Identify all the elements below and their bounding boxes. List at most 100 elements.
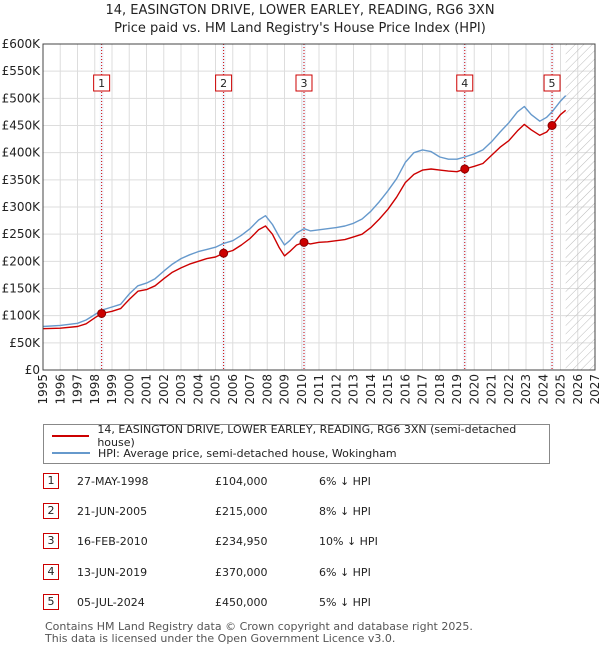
sale-label-box (93, 74, 111, 92)
series-lines (42, 95, 567, 330)
series-line-property (42, 109, 567, 330)
sale-marker (460, 164, 470, 174)
legend-swatch-property (52, 435, 90, 437)
sale-hpi-diff: 10% ↓ HPI (319, 535, 378, 548)
table-row: 2 21-JUN-2005 £215,000 8% ↓ HPI (43, 503, 563, 521)
sale-price: £104,000 (215, 475, 268, 488)
sale-label-number: 2 (220, 77, 227, 90)
sale-number-badge: 2 (43, 503, 59, 519)
x-tick-label: 2025 (554, 374, 568, 405)
y-tick-label: £0 (25, 363, 40, 377)
legend-label-property: 14, EASINGTON DRIVE, LOWER EARLEY, READI… (97, 423, 517, 449)
x-tick-label: 2009 (278, 374, 292, 405)
sale-marker (97, 308, 107, 318)
x-tick-label: 2012 (329, 374, 343, 405)
chart-title-line2: Price paid vs. HM Land Registry's House … (114, 21, 486, 36)
x-tick-label: 1997 (71, 374, 85, 405)
sale-number-badge: 3 (43, 533, 59, 549)
x-tick-label: 1998 (88, 374, 102, 405)
x-tick-label: 2002 (157, 374, 171, 405)
footer-license: This data is licensed under the Open Gov… (45, 632, 396, 645)
x-tick-label: 2001 (140, 374, 154, 405)
x-tick-label: 2015 (381, 374, 395, 405)
sale-label-number: 5 (549, 77, 556, 90)
sale-price: £215,000 (215, 505, 268, 518)
sale-price: £234,950 (215, 535, 268, 548)
y-tick-label: £500K (2, 91, 42, 105)
sale-date: 05-JUL-2024 (77, 596, 145, 609)
sale-number-badge: 4 (43, 564, 59, 580)
sale-price: £370,000 (215, 566, 268, 579)
table-row: 5 05-JUL-2024 £450,000 5% ↓ HPI (43, 594, 563, 612)
y-tick-label: £200K (2, 254, 42, 268)
sale-label-number: 1 (98, 77, 105, 90)
sale-hpi-diff: 6% ↓ HPI (319, 566, 371, 579)
legend-item-property: 14, EASINGTON DRIVE, LOWER EARLEY, READI… (52, 423, 549, 449)
x-tick-label: 2007 (243, 374, 257, 405)
x-tick-label: 2014 (364, 374, 378, 405)
x-tick-label: 1995 (36, 374, 50, 405)
sale-date: 16-FEB-2010 (77, 535, 148, 548)
sale-label-number: 4 (461, 77, 468, 90)
y-tick-label: £100K (2, 309, 42, 323)
legend-item-hpi: HPI: Average price, semi-detached house,… (52, 445, 397, 461)
sale-label-box (295, 74, 313, 92)
table-row: 1 27-MAY-1998 £104,000 6% ↓ HPI (43, 473, 563, 491)
footer-copyright: Contains HM Land Registry data © Crown c… (45, 620, 473, 633)
sale-date: 27-MAY-1998 (77, 475, 149, 488)
sale-marker (219, 248, 229, 258)
x-tick-label: 1999 (105, 374, 119, 405)
sale-date: 21-JUN-2005 (77, 505, 148, 518)
y-tick-label: £450K (2, 119, 42, 133)
grid (42, 43, 596, 371)
series-line-hpi (42, 95, 567, 328)
x-tick-label: 2016 (398, 374, 412, 405)
y-tick-label: £50K (9, 336, 41, 350)
table-row: 3 16-FEB-2010 £234,950 10% ↓ HPI (43, 533, 563, 551)
x-tick-label: 2018 (433, 374, 447, 405)
y-tick-label: £600K (2, 37, 42, 51)
y-tick-label: £250K (2, 227, 42, 241)
sale-label-box (543, 74, 561, 92)
sale-label-box (456, 74, 474, 92)
sale-hpi-diff: 8% ↓ HPI (319, 505, 371, 518)
axes: £0 £50K £100K £150K £200K £250K £300K £350K £400… (2, 37, 600, 405)
sale-marker (547, 121, 557, 130)
price-chart: 1 2 3 4 5 £0 £50K £100K £150K £200K £250K £300K £35… (2, 37, 600, 405)
sale-date: 13-JUN-2019 (77, 566, 148, 579)
y-tick-label: £350K (2, 173, 42, 187)
sale-hpi-diff: 5% ↓ HPI (319, 596, 371, 609)
future-hatch-region (565, 44, 595, 370)
chart-title-line1: 14, EASINGTON DRIVE, LOWER EARLEY, READI… (105, 3, 495, 18)
x-tick-label: 2011 (312, 374, 326, 405)
y-tick-label: £400K (2, 146, 42, 160)
x-tick-label: 2008 (260, 374, 274, 405)
sale-label-number: 3 (300, 77, 307, 90)
x-tick-label: 2004 (191, 374, 205, 405)
x-tick-label: 2003 (174, 374, 188, 405)
x-tick-label: 2022 (502, 374, 516, 405)
legend: 14, EASINGTON DRIVE, LOWER EARLEY, READI… (43, 423, 550, 464)
x-tick-label: 2021 (485, 374, 499, 405)
sale-number-badge: 5 (43, 594, 59, 610)
sale-label-box (215, 74, 233, 92)
sale-marker (299, 237, 309, 247)
sale-price: £450,000 (215, 596, 268, 609)
x-tick-label: 2000 (122, 374, 136, 405)
sale-number-badge: 1 (43, 473, 59, 489)
y-tick-label: £550K (2, 64, 42, 78)
sale-vlines: 1 2 3 4 5 (93, 44, 561, 370)
legend-label-hpi: HPI: Average price, semi-detached house,… (98, 446, 397, 460)
x-tick-label: 2006 (226, 374, 240, 405)
sale-markers (97, 121, 557, 318)
x-tick-label: 2020 (467, 374, 481, 405)
y-tick-label: £300K (2, 200, 42, 214)
x-tick-label: 2013 (347, 374, 361, 405)
x-tick-label: 1996 (53, 374, 67, 405)
x-tick-label: 2017 (416, 374, 430, 405)
x-tick-label: 2027 (588, 374, 600, 405)
x-tick-label: 2026 (571, 374, 585, 405)
x-tick-label: 2005 (209, 374, 223, 405)
sale-hpi-diff: 6% ↓ HPI (319, 475, 371, 488)
x-tick-label: 2024 (536, 374, 550, 405)
